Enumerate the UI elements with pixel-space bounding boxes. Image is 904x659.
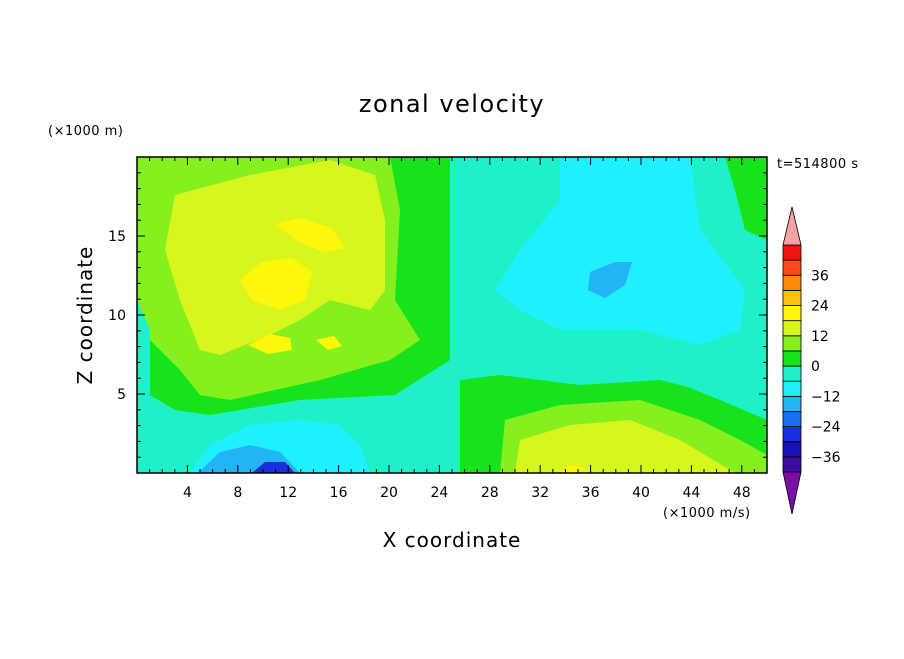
field-yellow-core-1: [240, 258, 312, 310]
field-yellow-core-4: [316, 336, 342, 350]
colorbar-tick-label: 0: [811, 359, 820, 375]
x-tick-label: 36: [582, 485, 600, 501]
colorbar-tick-label: −24: [811, 420, 841, 436]
y-tick-label: 5: [117, 387, 126, 403]
colorbar-band: [782, 259, 802, 276]
x-tick-label: 16: [330, 485, 348, 501]
y-axis: 5 10 15: [108, 172, 767, 458]
field-blue-spot: [588, 262, 632, 298]
colorbar-band: [782, 320, 802, 337]
colorbar-band: [782, 335, 802, 352]
x-axis-label: X coordinate: [383, 528, 522, 552]
colorbar-min-arrow: [782, 471, 802, 515]
x-tick-label: 4: [183, 485, 192, 501]
field-left-strip: [137, 300, 150, 430]
time-label: t=514800 s: [777, 157, 859, 172]
field-bottom-right-yellow: [560, 465, 585, 473]
colorbar-tick-label: −36: [811, 450, 841, 466]
x-tick-label: 44: [682, 485, 700, 501]
colorbar-band: [782, 305, 802, 322]
colorbar-tick-label: 12: [811, 329, 829, 345]
x-tick-label: 28: [481, 485, 499, 501]
x-tick-label: 24: [430, 485, 448, 501]
field-yellow-core-3: [248, 334, 292, 354]
colorbar-band: [782, 274, 802, 291]
colorbar-tick-label: 24: [811, 299, 829, 315]
field-right-cyan-tongue: [690, 372, 767, 420]
y-axis-label: Z coordinate: [73, 246, 97, 385]
x-tick-label: 40: [632, 485, 650, 501]
colorbar-band: [782, 426, 802, 443]
y-units-label: (×1000 m): [48, 124, 123, 139]
x-tick-label: 8: [233, 485, 242, 501]
x-tick-label: 12: [279, 485, 297, 501]
colorbar-band: [782, 289, 802, 306]
field-yellow-core-2: [275, 218, 345, 252]
x-tick-label: 32: [531, 485, 549, 501]
x-units-label: (×1000 m/s): [663, 506, 751, 521]
colorbar-band: [782, 350, 802, 367]
x-tick-label: 48: [733, 485, 751, 501]
field-yellowgreen-core: [165, 160, 385, 355]
contour-field: [137, 157, 767, 473]
colorbar-band: [782, 456, 802, 473]
field-bottom-patch: [402, 420, 455, 450]
x-axis: 4 8 12 16 20 24 28 32 36 40 44 48: [149, 157, 755, 501]
chart-title: zonal velocity: [359, 90, 545, 118]
colorbar-band: [782, 365, 802, 382]
field-bottom-right-yellowgreen: [515, 420, 735, 473]
colorbar: 36 24 12 0 −12 −24 −36: [782, 206, 841, 515]
y-tick-label: 15: [108, 229, 126, 245]
y-tick-label: 10: [108, 308, 126, 324]
x-tick-label: 20: [380, 485, 398, 501]
colorbar-band: [782, 411, 802, 428]
colorbar-band: [782, 441, 802, 458]
colorbar-band: [782, 380, 802, 397]
colorbar-tick-label: −12: [811, 389, 841, 405]
colorbar-band: [782, 244, 802, 261]
field-left-edge: [137, 157, 180, 300]
colorbar-tick-label: 36: [811, 268, 829, 284]
colorbar-band: [782, 395, 802, 412]
colorbar-max-arrow: [782, 206, 802, 246]
field-cyan-core: [495, 157, 745, 345]
field-right-edge: [725, 157, 767, 240]
